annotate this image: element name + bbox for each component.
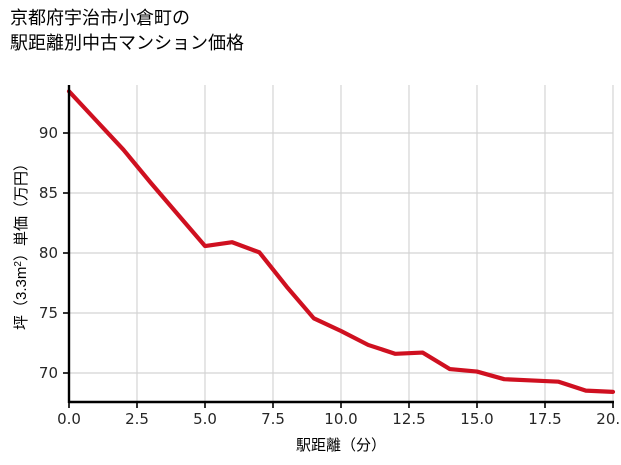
x-tick-label: 20.0	[596, 410, 621, 428]
y-tick-labels: 70 75 80 85 90	[39, 124, 58, 382]
x-tick-marks	[68, 402, 614, 408]
x-tick-label: 2.5	[125, 410, 149, 428]
y-tick-marks	[63, 132, 69, 374]
y-tick-label: 90	[39, 124, 58, 142]
x-tick-label: 17.5	[528, 410, 561, 428]
page-title: 京都府宇治市小倉町の 駅距離別中古マンション価格	[10, 8, 244, 53]
y-axis-title-suffix: ）単価（万円）	[13, 156, 30, 261]
x-tick-labels: 0.0 2.5 5.0 7.5 10.0 12.5 15.0 17.5 20.0	[57, 410, 621, 428]
x-tick-label: 7.5	[261, 410, 285, 428]
x-tick-label: 0.0	[57, 410, 81, 428]
vertical-gridlines	[68, 85, 614, 402]
y-tick-label: 70	[39, 364, 58, 382]
horizontal-gridlines	[69, 132, 613, 374]
x-tick-label: 12.5	[392, 410, 425, 428]
y-tick-label: 80	[39, 244, 58, 262]
y-axis-title-prefix: 坪（3.3m	[13, 267, 30, 330]
y-tick-label: 75	[39, 304, 58, 322]
y-axis-title: 坪（3.3m2）単価（万円）	[13, 156, 30, 330]
x-axis-title: 駅距離（分）	[296, 436, 386, 454]
x-tick-label: 15.0	[460, 410, 493, 428]
x-tick-label: 5.0	[193, 410, 217, 428]
y-tick-label: 85	[39, 184, 58, 202]
x-tick-label: 10.0	[324, 410, 357, 428]
y-axis-title-superscript: 2	[13, 261, 24, 267]
price-trend-line	[66, 89, 616, 394]
